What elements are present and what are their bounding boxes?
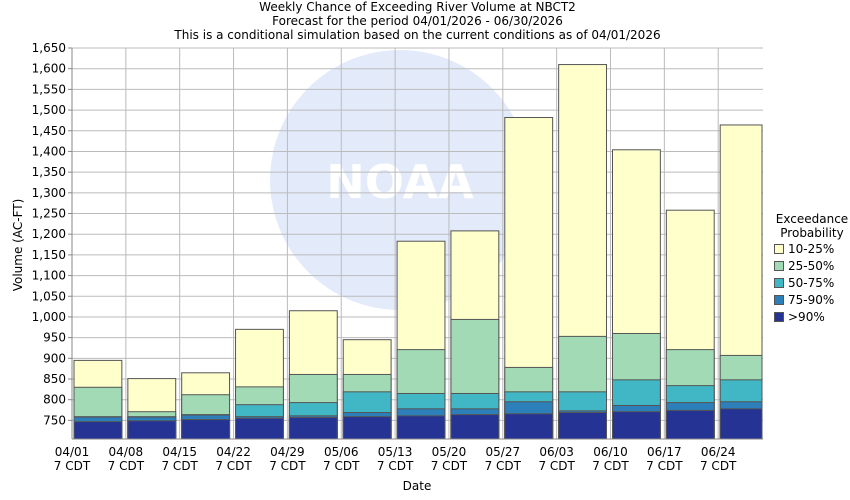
x-tick-label: 04/29 xyxy=(270,445,305,459)
legend-swatch xyxy=(774,260,784,271)
x-tick-label: 05/20 xyxy=(432,445,467,459)
bar-segment xyxy=(665,409,715,440)
bar-segment xyxy=(73,421,123,440)
x-tick-label: 06/10 xyxy=(593,445,628,459)
bar-segment xyxy=(396,415,446,440)
x-tick-sublabel: 7 CDT xyxy=(431,459,468,473)
x-tick-label: 05/27 xyxy=(486,445,521,459)
x-tick-label: 06/17 xyxy=(647,445,682,459)
y-tick-label: 1,350 xyxy=(32,165,66,179)
bar-segment xyxy=(504,413,554,440)
y-tick-label: 950 xyxy=(43,331,66,345)
x-tick-label: 06/24 xyxy=(701,445,736,459)
chart-subtitle-2: This is a conditional simulation based o… xyxy=(174,28,661,42)
x-tick-sublabel: 7 CDT xyxy=(377,459,414,473)
legend-item: 75-90% xyxy=(774,291,850,308)
chart-subtitle: Forecast for the period 04/01/2026 - 06/… xyxy=(272,14,563,28)
bar-segment xyxy=(342,416,392,440)
y-axis-label: Volume (AC-FT) xyxy=(11,199,25,292)
y-tick-label: 1,500 xyxy=(32,103,66,117)
x-tick-sublabel: 7 CDT xyxy=(108,459,145,473)
x-tick-sublabel: 7 CDT xyxy=(323,459,360,473)
legend-swatch xyxy=(774,294,784,305)
bar-segment xyxy=(127,420,177,440)
x-tick-sublabel: 7 CDT xyxy=(485,459,522,473)
x-tick-label: 04/15 xyxy=(162,445,197,459)
x-tick-sublabel: 7 CDT xyxy=(700,459,737,473)
bar-segment xyxy=(450,414,500,440)
legend-label: 75-90% xyxy=(788,292,835,307)
y-tick-label: 1,050 xyxy=(32,289,66,303)
legend-swatch xyxy=(774,311,784,322)
x-tick-sublabel: 7 CDT xyxy=(646,459,683,473)
y-tick-label: 1,650 xyxy=(32,41,66,55)
bar-segment xyxy=(612,411,661,440)
x-axis-label: Date xyxy=(403,479,432,493)
noaa-watermark-text: NOAA xyxy=(326,155,474,209)
bar-segment xyxy=(288,416,338,440)
x-tick-label: 04/22 xyxy=(216,445,251,459)
y-tick-label: 1,550 xyxy=(32,82,66,96)
legend-item: >90% xyxy=(774,308,850,325)
legend-title: Exceedance Probability xyxy=(775,212,849,240)
legend-item: 10-25% xyxy=(774,240,850,257)
y-tick-label: 750 xyxy=(43,413,66,427)
y-tick-label: 1,150 xyxy=(32,248,66,262)
x-tick-sublabel: 7 CDT xyxy=(215,459,252,473)
legend-item: 50-75% xyxy=(774,274,850,291)
x-tick-label: 05/06 xyxy=(324,445,359,459)
legend-label: 10-25% xyxy=(788,241,835,256)
legend-swatch xyxy=(774,243,784,254)
y-tick-label: 850 xyxy=(43,372,66,386)
legend-item: 25-50% xyxy=(774,257,850,274)
y-tick-label: 1,250 xyxy=(32,207,66,221)
legend-swatch xyxy=(774,277,784,288)
legend-label: 50-75% xyxy=(788,275,835,290)
y-tick-label: 1,600 xyxy=(32,62,66,76)
y-tick-label: 800 xyxy=(43,393,66,407)
x-tick-label: 04/08 xyxy=(109,445,144,459)
legend-label: 25-50% xyxy=(788,258,835,273)
bar-segment xyxy=(719,408,763,440)
y-tick-label: 1,200 xyxy=(32,227,66,241)
x-tick-sublabel: 7 CDT xyxy=(54,459,91,473)
x-tick-sublabel: 7 CDT xyxy=(161,459,198,473)
x-tick-sublabel: 7 CDT xyxy=(592,459,629,473)
y-tick-label: 1,300 xyxy=(32,186,66,200)
x-tick-label: 05/13 xyxy=(378,445,413,459)
x-tick-sublabel: 7 CDT xyxy=(538,459,575,473)
bar-segment xyxy=(235,417,284,440)
y-tick-label: 900 xyxy=(43,351,66,365)
x-tick-sublabel: 7 CDT xyxy=(269,459,306,473)
y-tick-label: 1,450 xyxy=(32,124,66,138)
bar-segment xyxy=(558,412,608,440)
x-tick-label: 04/01 xyxy=(55,445,90,459)
y-tick-label: 1,000 xyxy=(32,310,66,324)
chart-title: Weekly Chance of Exceeding River Volume … xyxy=(259,0,576,14)
legend: Exceedance Probability 10-25% 25-50% 50-75… xyxy=(772,212,850,325)
bar-segment xyxy=(181,419,231,440)
y-tick-label: 1,100 xyxy=(32,269,66,283)
x-tick-label: 06/03 xyxy=(539,445,574,459)
legend-label: >90% xyxy=(788,309,825,324)
y-tick-label: 1,400 xyxy=(32,144,66,158)
